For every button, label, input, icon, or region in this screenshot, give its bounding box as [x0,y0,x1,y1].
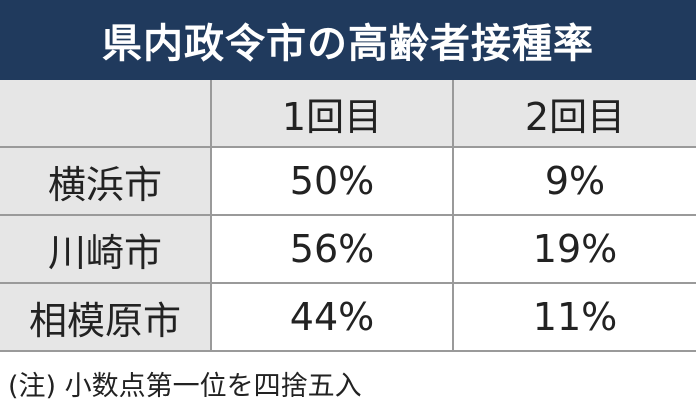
row-label: 川崎市 [0,214,212,284]
data-row: 横浜市 50% 9% [0,146,696,216]
cell: 2回目 [452,80,696,148]
header-row: 1回目 2回目 [0,80,696,148]
data-row: 川崎市 56% 19% [0,214,696,284]
footnote: (注) 小数点第一位を四捨五入 [8,371,362,402]
cell: 50% [210,146,454,216]
row-label: 相模原市 [0,282,212,352]
row-label [0,80,212,148]
cell: 19% [452,214,696,284]
data-row: 相模原市 44% 11% [0,282,696,352]
cell: 56% [210,214,454,284]
cell: 11% [452,282,696,352]
cell: 1回目 [210,80,454,148]
rate-table: 1回目 2回目 横浜市 50% 9% 川崎市 56% 19% 相模原市 44% 11% [0,80,696,352]
cell: 9% [452,146,696,216]
cell: 44% [210,282,454,352]
title-bar: 県内政令市の高齢者接種率 [0,0,696,80]
row-label: 横浜市 [0,146,212,216]
